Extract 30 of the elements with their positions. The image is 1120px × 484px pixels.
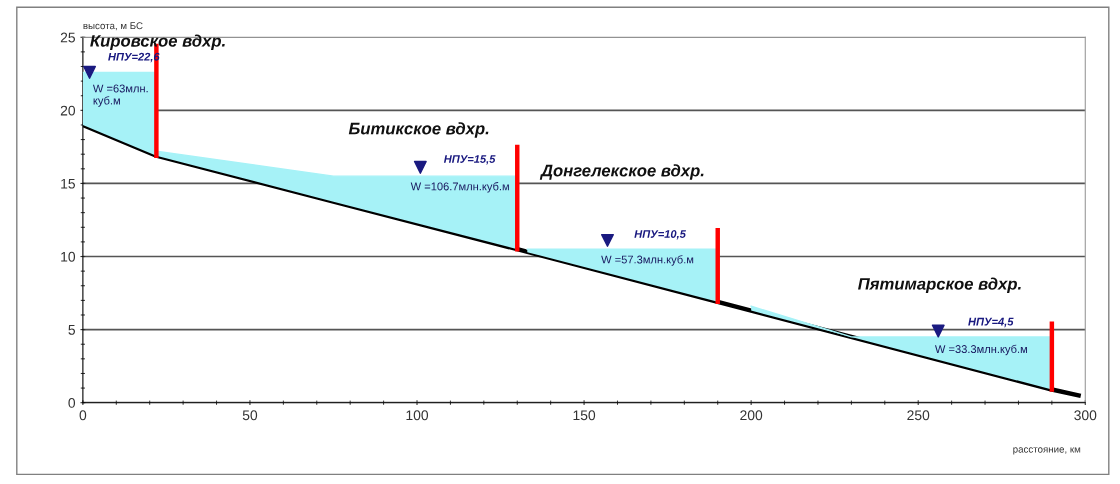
x-tick-label: 250 [907, 410, 930, 421]
annotation: W =57.3млн.куб.м [601, 255, 694, 266]
x-tick-label: 150 [573, 410, 596, 421]
y-tick-label: 5 [68, 325, 76, 335]
annotation: НПУ=4,5 [968, 317, 1014, 328]
x-tick-label: 200 [740, 410, 763, 421]
annotation: Битикское вдхр. [348, 122, 489, 138]
y-axis-title: высота, м БС [83, 22, 143, 31]
x-tick-label: 100 [406, 410, 429, 421]
point [600, 233, 614, 247]
annotation: НПУ=10,5 [634, 230, 686, 240]
x-tick-label: 300 [1074, 410, 1097, 421]
annotation: Пятимарское вдхр. [858, 277, 1021, 294]
y-tick-label: 0 [68, 398, 76, 408]
annotation: Кировское вдхр. [90, 34, 225, 51]
y-tick-label: 10 [61, 251, 76, 262]
y-tick-label: 25 [60, 32, 76, 43]
annotation: НПУ=15,5 [443, 155, 496, 165]
annotation: W =33.3млн.куб.м [934, 344, 1027, 356]
annotation: Донгелекское вдхр. [539, 164, 704, 180]
point [931, 324, 945, 338]
x-axis-title: расстояние, км [1013, 447, 1081, 455]
point [83, 65, 97, 79]
annotation: W =106.7млн.куб.м [410, 182, 509, 193]
y-tick-label: 15 [61, 178, 76, 189]
annotation: W =63млн. куб.м [92, 84, 148, 107]
y-tick-label: 20 [60, 105, 76, 116]
x-tick-label: 0 [79, 410, 87, 421]
point [413, 160, 427, 174]
x-tick-label: 50 [242, 410, 258, 421]
